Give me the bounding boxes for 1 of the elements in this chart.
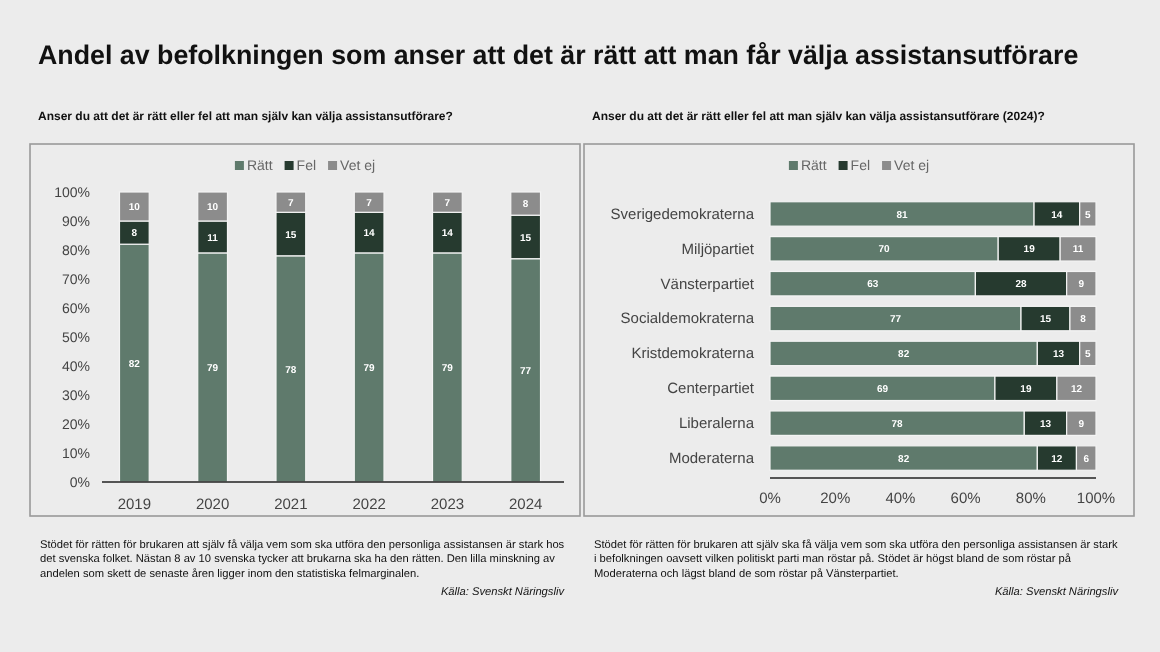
chart-title: Andel av befolkningen som anser att det är rätt att man får välja assistansutförare bbox=[38, 40, 1079, 70]
